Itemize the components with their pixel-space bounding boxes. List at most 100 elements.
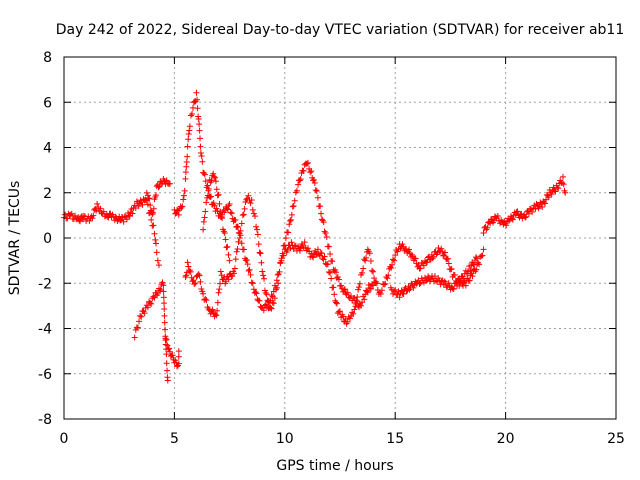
data-point bbox=[162, 326, 169, 333]
data-point bbox=[172, 210, 179, 217]
data-point bbox=[525, 210, 532, 217]
data-point bbox=[163, 351, 170, 358]
data-point bbox=[94, 200, 101, 207]
data-point bbox=[180, 192, 187, 199]
data-point bbox=[320, 256, 327, 263]
data-point bbox=[148, 300, 155, 307]
data-point bbox=[166, 180, 173, 187]
data-point bbox=[138, 313, 145, 320]
data-point bbox=[198, 152, 205, 159]
data-point bbox=[166, 348, 173, 355]
data-point bbox=[304, 245, 311, 252]
data-point bbox=[523, 213, 530, 220]
data-point bbox=[195, 115, 202, 122]
data-series bbox=[61, 89, 569, 384]
data-point bbox=[247, 200, 254, 207]
data-point bbox=[545, 194, 552, 201]
data-point bbox=[260, 307, 267, 314]
data-point bbox=[197, 135, 204, 142]
data-point bbox=[449, 285, 456, 292]
data-point bbox=[225, 251, 232, 258]
data-point bbox=[542, 200, 549, 207]
data-point bbox=[288, 211, 295, 218]
data-point bbox=[234, 223, 241, 230]
data-point bbox=[357, 302, 364, 309]
data-point bbox=[192, 280, 199, 287]
data-point bbox=[187, 112, 194, 119]
data-point bbox=[438, 245, 445, 252]
data-point bbox=[141, 310, 148, 317]
data-point bbox=[277, 260, 284, 267]
data-point bbox=[224, 243, 231, 250]
data-point bbox=[360, 265, 367, 272]
data-point bbox=[443, 256, 450, 263]
data-point bbox=[161, 300, 168, 307]
data-point bbox=[364, 289, 371, 296]
data-point bbox=[267, 304, 274, 311]
series-track-1 bbox=[61, 175, 173, 225]
data-point bbox=[259, 268, 266, 275]
data-point bbox=[129, 210, 136, 217]
data-point bbox=[320, 219, 327, 226]
axis-ticks: 0 5 10 15 20 25 -8 -6 -4 -2 0 2 4 6 8 bbox=[38, 50, 625, 447]
data-point bbox=[385, 272, 392, 279]
data-point bbox=[263, 291, 270, 298]
data-point bbox=[271, 295, 278, 302]
data-point bbox=[384, 275, 391, 282]
data-point bbox=[153, 249, 160, 256]
data-point bbox=[415, 261, 422, 268]
data-point bbox=[152, 236, 159, 243]
data-point bbox=[147, 299, 154, 306]
data-point bbox=[135, 203, 142, 210]
data-point bbox=[247, 271, 254, 278]
data-point bbox=[150, 205, 157, 212]
data-point bbox=[232, 217, 239, 224]
data-point bbox=[202, 178, 209, 185]
data-point bbox=[321, 228, 328, 235]
data-point bbox=[243, 257, 250, 264]
data-point bbox=[325, 243, 332, 250]
data-point bbox=[64, 215, 71, 222]
data-point bbox=[255, 241, 262, 248]
data-point bbox=[313, 187, 320, 194]
data-point bbox=[338, 282, 345, 289]
data-point bbox=[166, 345, 173, 352]
data-point bbox=[351, 306, 358, 313]
data-point bbox=[276, 268, 283, 275]
data-point bbox=[487, 220, 494, 227]
data-point bbox=[296, 177, 303, 184]
x-tick-label: 25 bbox=[607, 431, 625, 447]
data-point bbox=[448, 265, 455, 272]
data-point bbox=[552, 188, 559, 195]
data-point bbox=[361, 296, 368, 303]
data-point bbox=[249, 280, 256, 287]
data-point bbox=[209, 306, 216, 313]
series-track-4 bbox=[162, 335, 182, 370]
data-point bbox=[440, 252, 447, 259]
data-point bbox=[460, 275, 467, 282]
data-point bbox=[183, 158, 190, 165]
data-point bbox=[146, 210, 153, 217]
series-track-10 bbox=[480, 173, 569, 236]
data-point bbox=[300, 167, 307, 174]
data-point bbox=[478, 253, 485, 260]
data-point bbox=[163, 360, 170, 367]
y-tick-label: 6 bbox=[43, 95, 52, 111]
data-point bbox=[197, 278, 204, 285]
data-point bbox=[199, 158, 206, 165]
data-point bbox=[389, 290, 396, 297]
data-point bbox=[212, 174, 219, 181]
data-point bbox=[350, 310, 357, 317]
data-point bbox=[435, 244, 442, 251]
data-point bbox=[371, 275, 378, 282]
x-tick-label: 15 bbox=[386, 431, 404, 447]
data-point bbox=[253, 226, 260, 233]
data-point bbox=[235, 238, 242, 245]
data-point bbox=[356, 280, 363, 287]
data-point bbox=[144, 201, 151, 208]
data-point bbox=[280, 252, 287, 259]
data-point bbox=[153, 240, 159, 247]
data-point bbox=[382, 280, 389, 287]
data-point bbox=[318, 210, 325, 217]
data-point bbox=[331, 291, 338, 298]
